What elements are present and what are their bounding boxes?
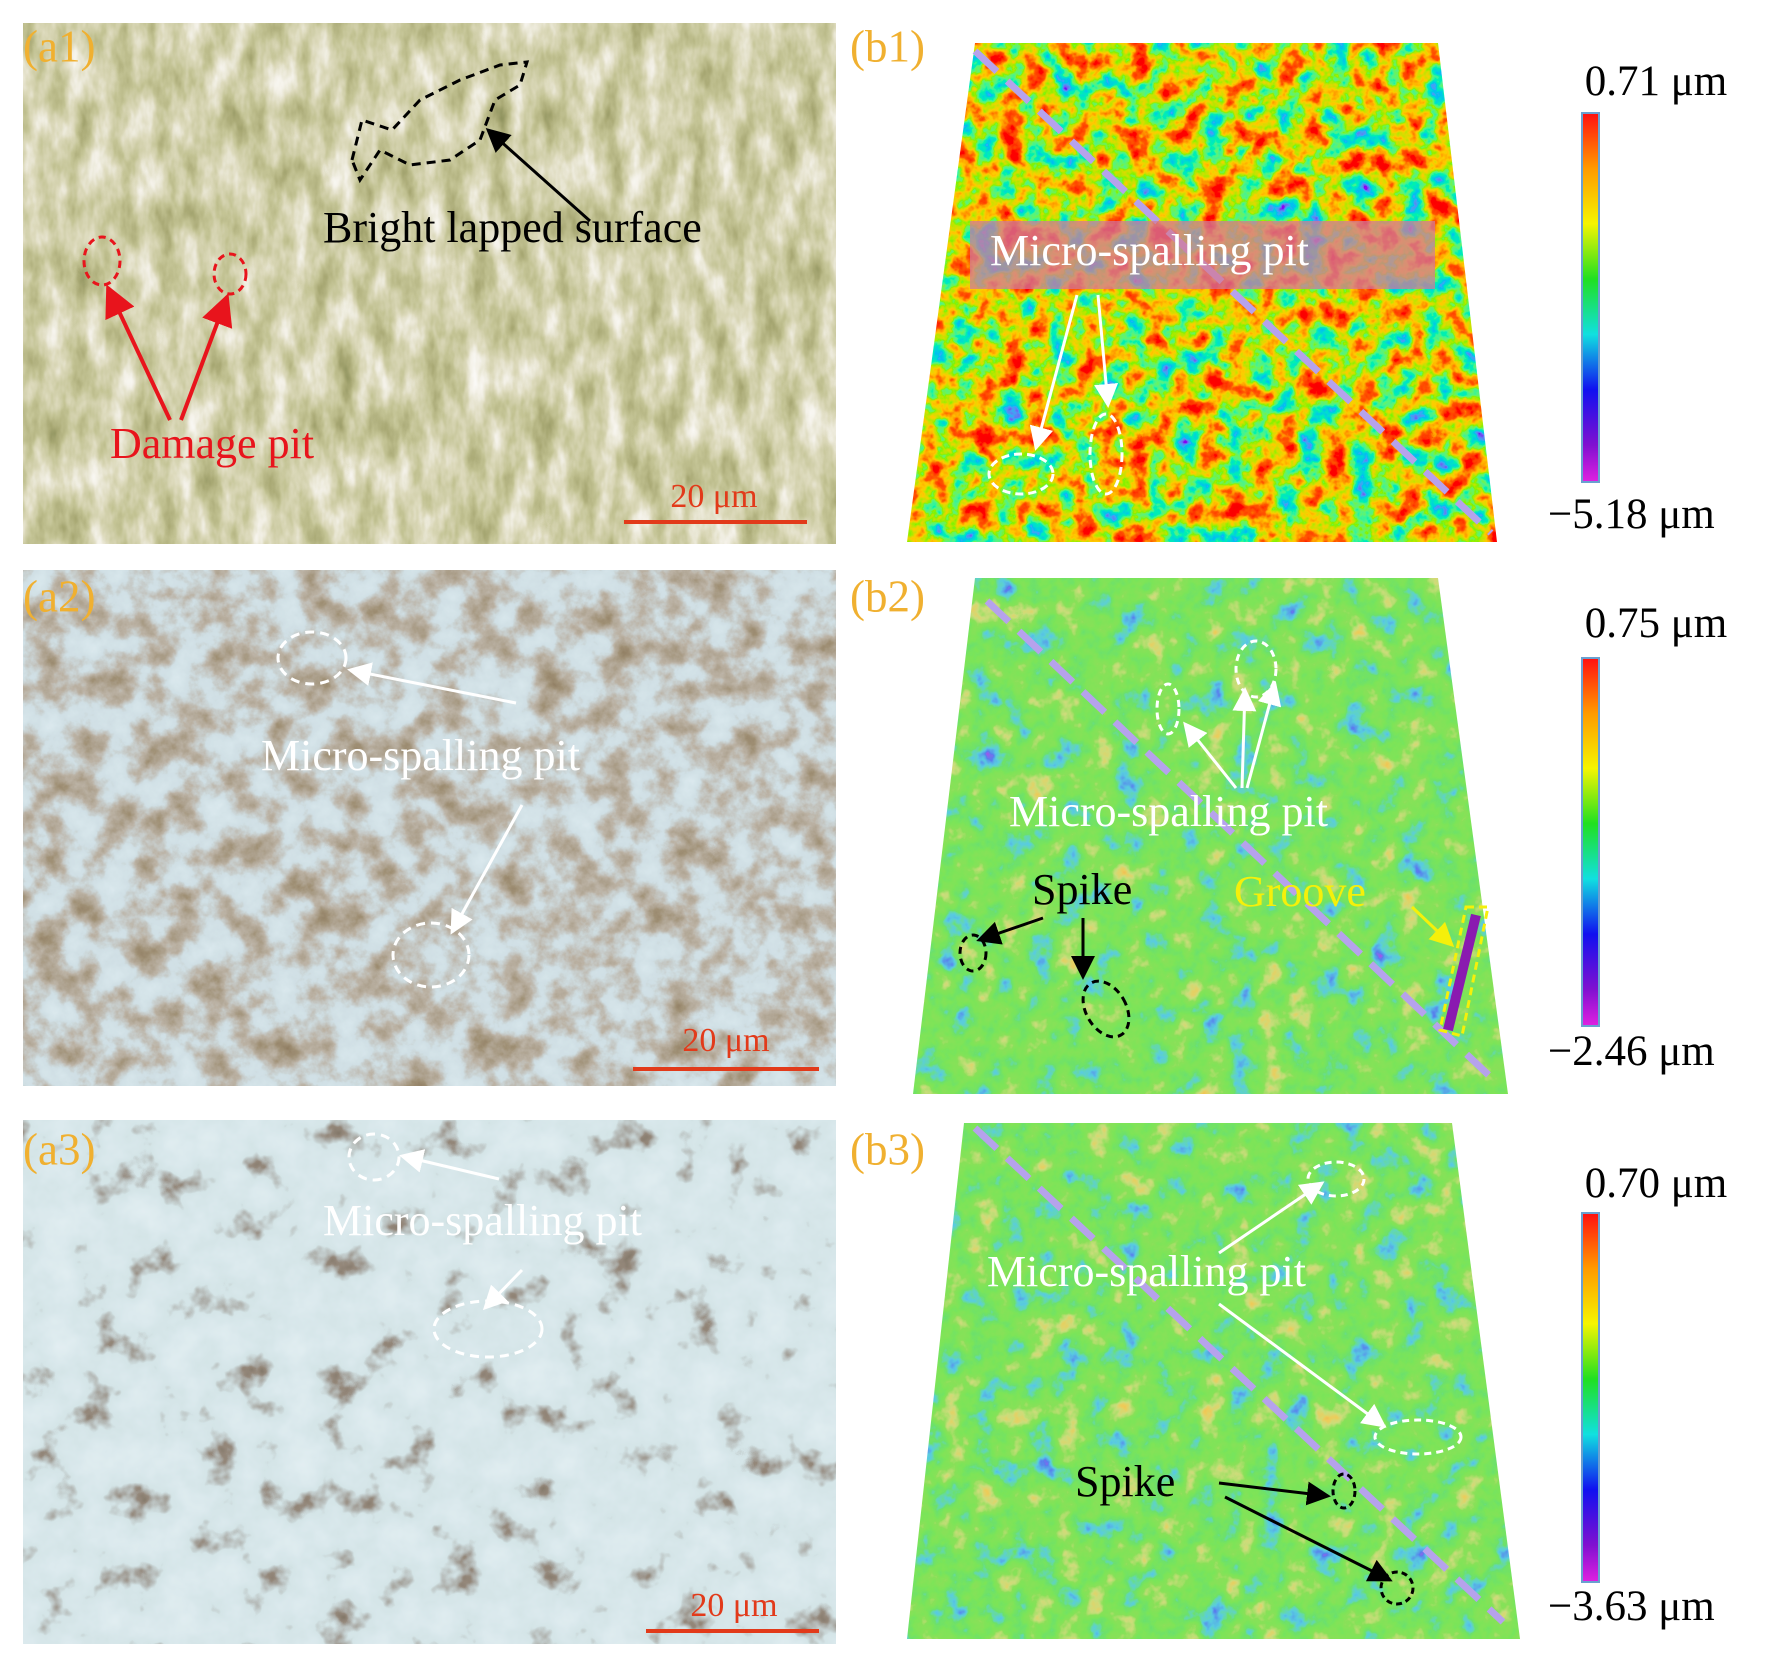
arrow [1183, 721, 1238, 789]
arrow [1218, 1481, 1331, 1506]
colorbar-min: −2.46 μm [1548, 1028, 1715, 1075]
annotation: Micro-spalling pit [990, 226, 1309, 275]
annotation: Bright lapped surface [323, 203, 702, 252]
diagonal [972, 48, 1494, 536]
arrow [1232, 687, 1257, 789]
outline [82, 235, 122, 287]
scale-bar-label: 20 μm [670, 478, 757, 515]
panel-label: (b3) [850, 1124, 925, 1174]
colorbar-max: 0.75 μm [1585, 600, 1728, 647]
annotation: Micro-spalling pit [1009, 787, 1328, 836]
micrograph [23, 23, 836, 544]
diagonal [984, 598, 1500, 1086]
arrow [1218, 1302, 1387, 1428]
colorbar [1581, 657, 1600, 1027]
arrow [1224, 1495, 1393, 1582]
outline [987, 452, 1055, 496]
arrow [485, 128, 591, 223]
arrow [1410, 905, 1455, 948]
diagonal [972, 1125, 1506, 1625]
outline [1081, 979, 1131, 1039]
colorbar-max: 0.70 μm [1585, 1160, 1728, 1207]
colorbar [1581, 112, 1600, 483]
arrow [1218, 1181, 1325, 1255]
annotation: Damage pit [110, 419, 314, 468]
outline [347, 1132, 401, 1182]
outline [1088, 412, 1124, 496]
outline [1155, 682, 1181, 736]
label-box [970, 221, 1435, 289]
height-map [907, 43, 1497, 542]
height-map [913, 578, 1508, 1094]
outline [391, 921, 471, 989]
annotation: Spike [1075, 1457, 1175, 1506]
annotation: Groove [1234, 867, 1366, 916]
outline [1373, 1418, 1463, 1456]
outline [1331, 1472, 1357, 1510]
outline [350, 60, 530, 184]
colorbar [1581, 1212, 1600, 1583]
arrow [105, 284, 172, 421]
arrow [399, 1149, 500, 1181]
scale-bar-label: 20 μm [682, 1022, 769, 1059]
annotation: Micro-spalling pit [261, 731, 580, 780]
groove [1443, 913, 1481, 1032]
micrograph [23, 570, 836, 1086]
colorbar-max: 0.71 μm [1585, 58, 1728, 105]
arrow [347, 662, 517, 705]
panel-label: (b2) [850, 571, 925, 621]
panel-label: (a1) [23, 21, 95, 71]
colorbar-min: −5.18 μm [1548, 491, 1715, 538]
arrow [1029, 294, 1079, 451]
arrow [976, 916, 1044, 945]
outline [1379, 1570, 1415, 1606]
panel-label: (a2) [23, 571, 95, 621]
outline [432, 1299, 544, 1359]
outline [1306, 1160, 1366, 1198]
scale-bar-label: 20 μm [690, 1587, 777, 1624]
panel-label: (b1) [850, 21, 925, 71]
colorbar-min: −3.63 μm [1548, 1583, 1715, 1630]
arrow [1094, 294, 1119, 408]
arrow [450, 804, 524, 935]
panel-label: (a3) [23, 1124, 95, 1174]
arrow [1245, 681, 1282, 789]
annotation: Spike [1032, 865, 1132, 914]
height-map [907, 1123, 1520, 1639]
annotation: Micro-spalling pit [323, 1196, 642, 1245]
outline [958, 933, 988, 973]
outline [1438, 905, 1490, 1038]
outline [276, 630, 348, 686]
annotation: Micro-spalling pit [987, 1247, 1306, 1296]
arrow [179, 293, 233, 421]
micrograph [23, 1120, 836, 1644]
